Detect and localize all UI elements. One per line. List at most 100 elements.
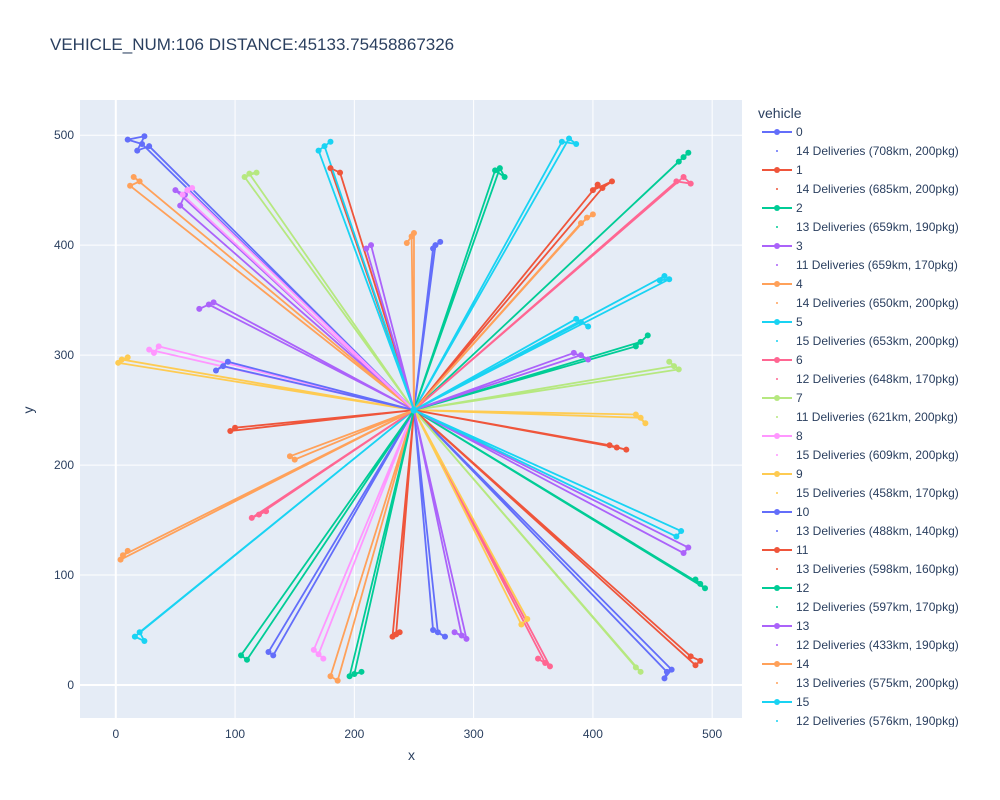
legend-item-annotation-14[interactable]: 13 Deliveries (575km, 200pkg) (776, 676, 959, 690)
delivery-point-vehicle-6 (687, 180, 694, 187)
delivery-point-vehicle-8 (150, 349, 157, 356)
y-tick-label: 300 (54, 348, 74, 362)
delivery-point-vehicle-12 (358, 668, 365, 675)
x-tick-label: 400 (583, 727, 603, 741)
legend-marker-swatch (774, 433, 780, 439)
delivery-point-vehicle-10 (212, 367, 219, 374)
legend-item-annotation-3[interactable]: 11 Deliveries (659km, 170pkg) (776, 258, 958, 272)
legend-item-vehicle-0[interactable]: 0 (762, 125, 803, 139)
delivery-point-vehicle-15 (673, 533, 680, 540)
delivery-point-vehicle-10 (220, 363, 227, 370)
legend-item-vehicle-3[interactable]: 3 (762, 239, 803, 253)
legend-item-vehicle-12[interactable]: 12 (762, 581, 810, 595)
delivery-point-vehicle-5 (656, 277, 663, 284)
delivery-point-vehicle-2 (501, 173, 508, 180)
legend-annotation-label: 14 Deliveries (685km, 200pkg) (796, 182, 959, 196)
delivery-point-vehicle-5 (661, 272, 668, 279)
delivery-point-vehicle-1 (608, 178, 615, 185)
delivery-point-vehicle-7 (671, 363, 678, 370)
legend-marker-swatch (774, 547, 780, 553)
legend-marker-swatch (774, 661, 780, 667)
legend-title: vehicle (758, 105, 802, 121)
delivery-point-vehicle-0 (134, 147, 141, 154)
legend-label: 14 (796, 657, 810, 671)
x-tick-labels: 0 100 200 300 400 500 (112, 727, 722, 741)
legend-label: 11 (796, 543, 809, 557)
delivery-point-vehicle-8 (315, 651, 322, 658)
legend-item-annotation-15[interactable]: 12 Deliveries (576km, 190pkg) (776, 714, 959, 728)
delivery-point-vehicle-2 (692, 576, 699, 583)
delivery-point-vehicle-7 (637, 668, 644, 675)
legend[interactable]: vehicle 014 Deliveries (708km, 200pkg)11… (758, 105, 959, 728)
legend-item-vehicle-10[interactable]: 10 (762, 505, 810, 519)
legend-item-vehicle-6[interactable]: 6 (762, 353, 803, 367)
route-line-vehicle-15 (413, 409, 683, 538)
legend-item-annotation-4[interactable]: 14 Deliveries (650km, 200pkg) (776, 296, 959, 310)
legend-item-annotation-2[interactable]: 13 Deliveries (659km, 190pkg) (776, 220, 959, 234)
legend-label: 2 (796, 201, 803, 215)
delivery-point-vehicle-12 (238, 652, 245, 659)
route-line-vehicle-7 (413, 409, 642, 673)
delivery-point-vehicle-3 (210, 299, 217, 306)
delivery-point-vehicle-13 (363, 245, 370, 252)
legend-item-annotation-1[interactable]: 14 Deliveries (685km, 200pkg) (776, 182, 959, 196)
delivery-point-vehicle-2 (496, 165, 503, 172)
delivery-point-vehicle-15 (315, 147, 322, 154)
legend-dot-swatch (776, 682, 778, 684)
legend-item-annotation-8[interactable]: 15 Deliveries (609km, 200pkg) (776, 448, 959, 462)
legend-item-vehicle-14[interactable]: 14 (762, 657, 810, 671)
legend-item-vehicle-4[interactable]: 4 (762, 277, 803, 291)
delivery-point-vehicle-11 (606, 442, 613, 449)
legend-label: 6 (796, 353, 803, 367)
legend-annotation-label: 12 Deliveries (433km, 190pkg) (796, 638, 959, 652)
delivery-point-vehicle-8 (184, 187, 191, 194)
route-line-vehicle-9 (413, 409, 529, 626)
legend-marker-swatch (774, 357, 780, 363)
delivery-point-vehicle-14 (124, 547, 131, 554)
delivery-point-vehicle-15 (327, 138, 334, 145)
delivery-point-vehicle-1 (594, 181, 601, 188)
delivery-point-vehicle-14 (577, 220, 584, 227)
legend-item-annotation-6[interactable]: 12 Deliveries (648km, 170pkg) (776, 372, 959, 386)
legend-item-vehicle-2[interactable]: 2 (762, 201, 803, 215)
legend-item-vehicle-1[interactable]: 1 (762, 163, 803, 177)
legend-item-vehicle-9[interactable]: 9 (762, 467, 803, 481)
legend-item-vehicle-15[interactable]: 15 (762, 695, 810, 709)
legend-item-annotation-10[interactable]: 13 Deliveries (488km, 140pkg) (776, 524, 959, 538)
route-line-vehicle-4 (329, 409, 415, 682)
legend-item-annotation-12[interactable]: 12 Deliveries (597km, 170pkg) (776, 600, 959, 614)
legend-item-vehicle-7[interactable]: 7 (762, 391, 803, 405)
legend-item-vehicle-5[interactable]: 5 (762, 315, 803, 329)
route-line-vehicle-3 (413, 409, 690, 554)
delivery-point-vehicle-15 (678, 528, 685, 535)
legend-item-vehicle-8[interactable]: 8 (762, 429, 803, 443)
delivery-point-vehicle-10 (441, 633, 448, 640)
legend-item-annotation-5[interactable]: 15 Deliveries (653km, 200pkg) (776, 334, 959, 348)
legend-annotation-label: 15 Deliveries (653km, 200pkg) (796, 334, 959, 348)
legend-item-annotation-11[interactable]: 13 Deliveries (598km, 160pkg) (776, 562, 959, 576)
legend-annotation-label: 13 Deliveries (575km, 200pkg) (796, 676, 959, 690)
legend-dot-swatch (776, 720, 778, 722)
delivery-point-vehicle-0 (437, 238, 444, 245)
legend-item-annotation-13[interactable]: 12 Deliveries (433km, 190pkg) (776, 638, 959, 652)
delivery-point-vehicle-15 (585, 323, 592, 330)
legend-annotation-label: 14 Deliveries (708km, 200pkg) (796, 144, 959, 158)
legend-item-vehicle-11[interactable]: 11 (762, 543, 809, 557)
legend-item-vehicle-13[interactable]: 13 (762, 619, 810, 633)
delivery-point-vehicle-13 (463, 635, 470, 642)
y-tick-label: 500 (54, 128, 74, 142)
legend-dot-swatch (776, 568, 778, 570)
legend-dot-swatch (776, 378, 778, 380)
legend-item-annotation-0[interactable]: 14 Deliveries (708km, 200pkg) (776, 144, 959, 158)
delivery-point-vehicle-9 (632, 411, 639, 418)
delivery-points (115, 133, 709, 684)
delivery-point-vehicle-1 (337, 169, 344, 176)
delivery-point-vehicle-9 (524, 616, 531, 623)
legend-item-annotation-7[interactable]: 11 Deliveries (621km, 200pkg) (776, 410, 958, 424)
legend-annotation-label: 11 Deliveries (621km, 200pkg) (796, 410, 958, 424)
delivery-point-vehicle-7 (666, 358, 673, 365)
delivery-point-vehicle-6 (255, 511, 262, 518)
delivery-point-vehicle-12 (346, 673, 353, 680)
delivery-point-vehicle-13 (368, 242, 375, 249)
legend-item-annotation-9[interactable]: 15 Deliveries (458km, 170pkg) (776, 486, 959, 500)
